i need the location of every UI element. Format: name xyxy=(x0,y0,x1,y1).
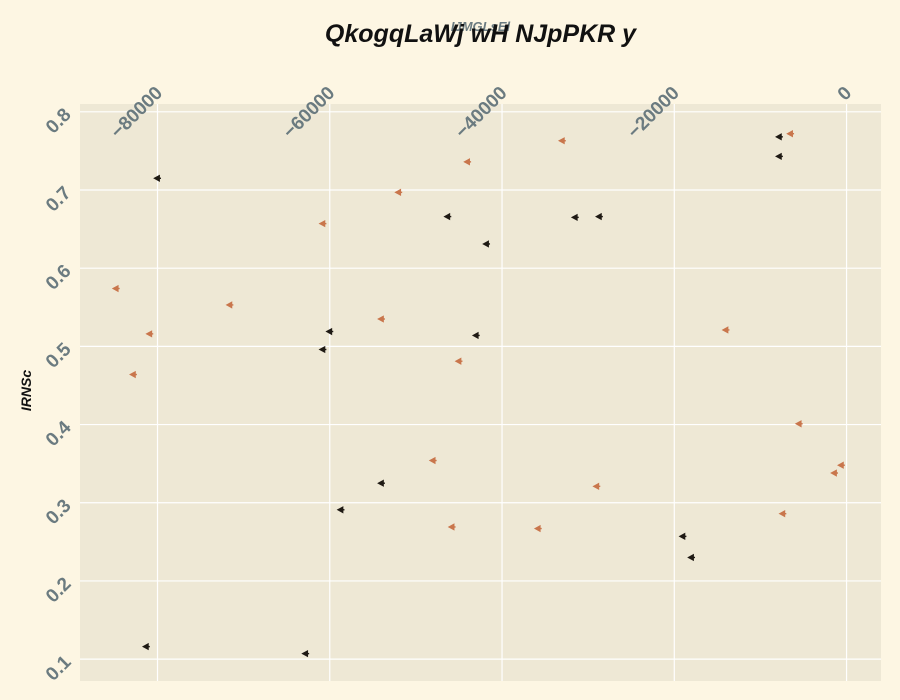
y-tick-label: 0.5 xyxy=(42,339,76,373)
series-1 xyxy=(141,133,783,658)
y-tick-label: 0.3 xyxy=(42,495,76,529)
y-tick-label: 0.8 xyxy=(42,105,76,139)
x-tick-label: 0 xyxy=(834,83,856,105)
series-2 xyxy=(111,130,845,533)
data-points xyxy=(111,130,845,658)
y-axis-label: IRNSc xyxy=(18,370,34,411)
y-tick-labels: 0.1 0.2 0.3 0.4 0.5 0.6 0.7 0.8 xyxy=(42,105,76,686)
grid-lines xyxy=(80,104,881,681)
y-tick-label: 0.1 xyxy=(42,651,76,685)
x-axis-label: IJMGLsEl xyxy=(451,19,511,34)
plot-area xyxy=(80,104,881,681)
y-tick-label: 0.4 xyxy=(42,417,76,451)
y-tick-label: 0.7 xyxy=(42,183,76,217)
y-tick-label: 0.6 xyxy=(42,261,76,295)
y-tick-label: 0.2 xyxy=(42,574,76,608)
chart-title: QkogqLaWj wH NJpPKR y xyxy=(325,20,637,48)
